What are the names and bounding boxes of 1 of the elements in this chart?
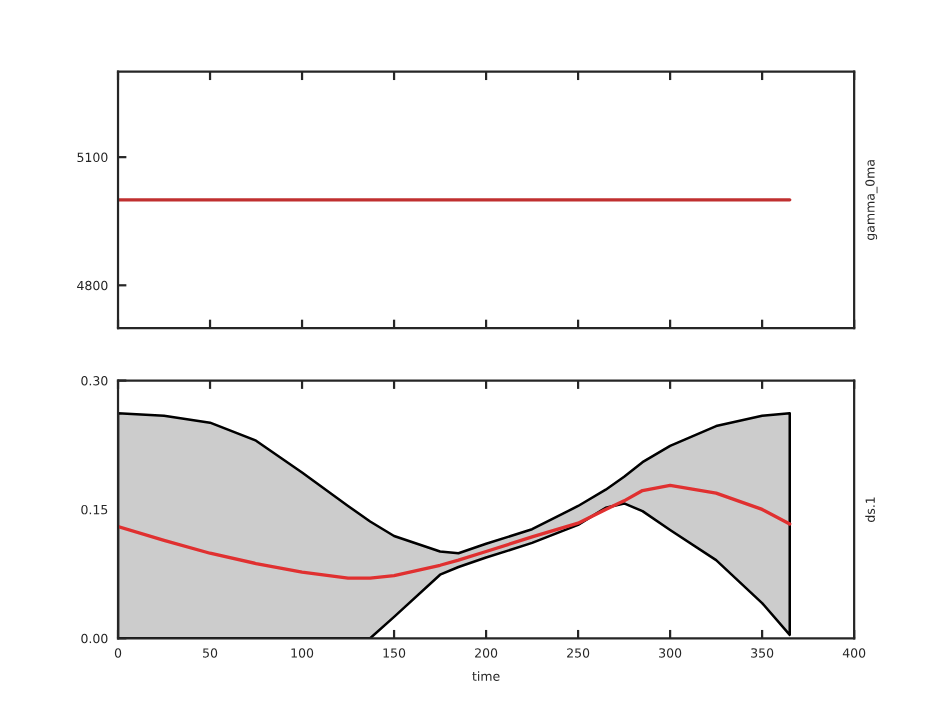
line-series (118, 483, 792, 580)
